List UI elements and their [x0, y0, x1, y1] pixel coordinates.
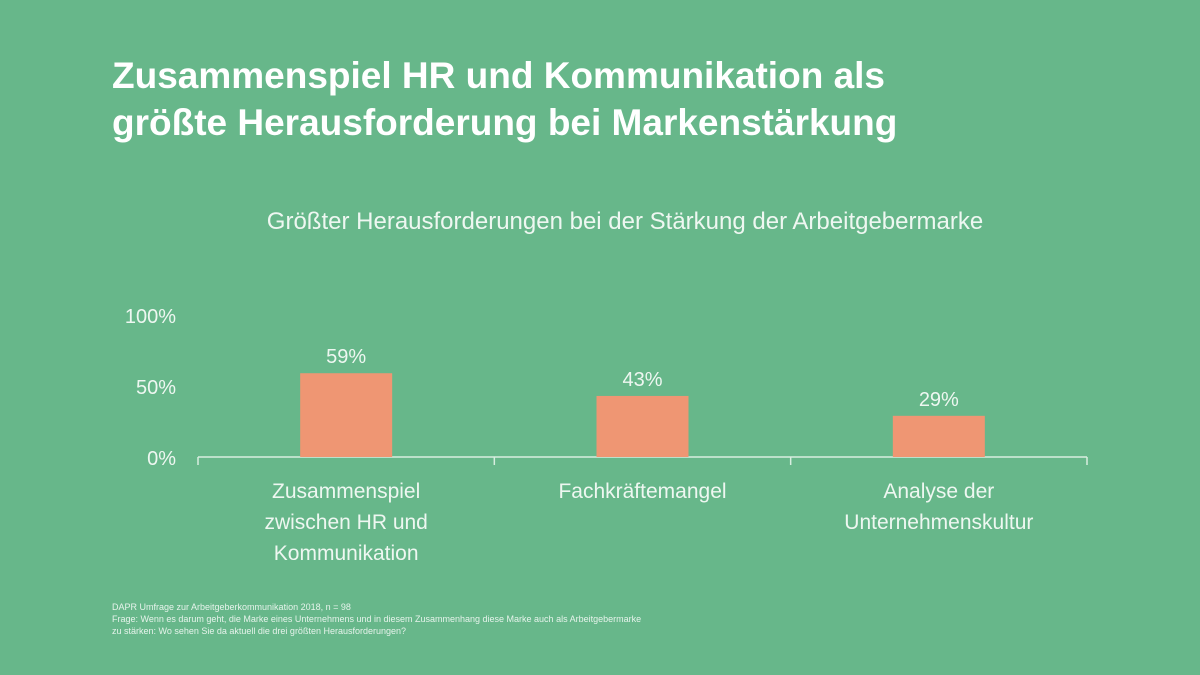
y-tick-label: 0%	[147, 448, 176, 470]
slide-title: Zusammenspiel HR und Kommunikation als g…	[112, 52, 897, 146]
footnote-source: DAPR Umfrage zur Arbeitgeberkommunikatio…	[112, 602, 351, 612]
footnote-question-2: zu stärken: Wo sehen Sie da aktuell die …	[112, 626, 407, 636]
footnote: DAPR Umfrage zur Arbeitgeberkommunikatio…	[112, 601, 641, 637]
y-tick-label: 50%	[136, 377, 176, 399]
y-tick-label: 100%	[125, 306, 176, 328]
data-label: 43%	[622, 369, 662, 391]
title-line-2: größte Herausforderung bei Markenstärkun…	[112, 102, 898, 143]
bar	[596, 395, 689, 457]
bar	[300, 373, 393, 457]
category-label: Unternehmenskultur	[844, 511, 1033, 534]
category-label: zwischen HR und	[264, 511, 427, 534]
data-label: 59%	[326, 346, 366, 368]
category-label: Fachkräftemangel	[558, 480, 726, 503]
category-label: Analyse der	[883, 480, 994, 503]
footnote-question-1: Frage: Wenn es darum geht, die Marke ein…	[112, 614, 642, 624]
chart-title: Größter Herausforderungen bei der Stärku…	[266, 208, 984, 235]
category-label: Zusammenspiel	[272, 480, 420, 503]
title-line-1: Zusammenspiel HR und Kommunikation als	[112, 55, 886, 96]
bar	[892, 415, 985, 457]
data-label: 29%	[919, 389, 959, 411]
category-label: Kommunikation	[274, 542, 419, 565]
